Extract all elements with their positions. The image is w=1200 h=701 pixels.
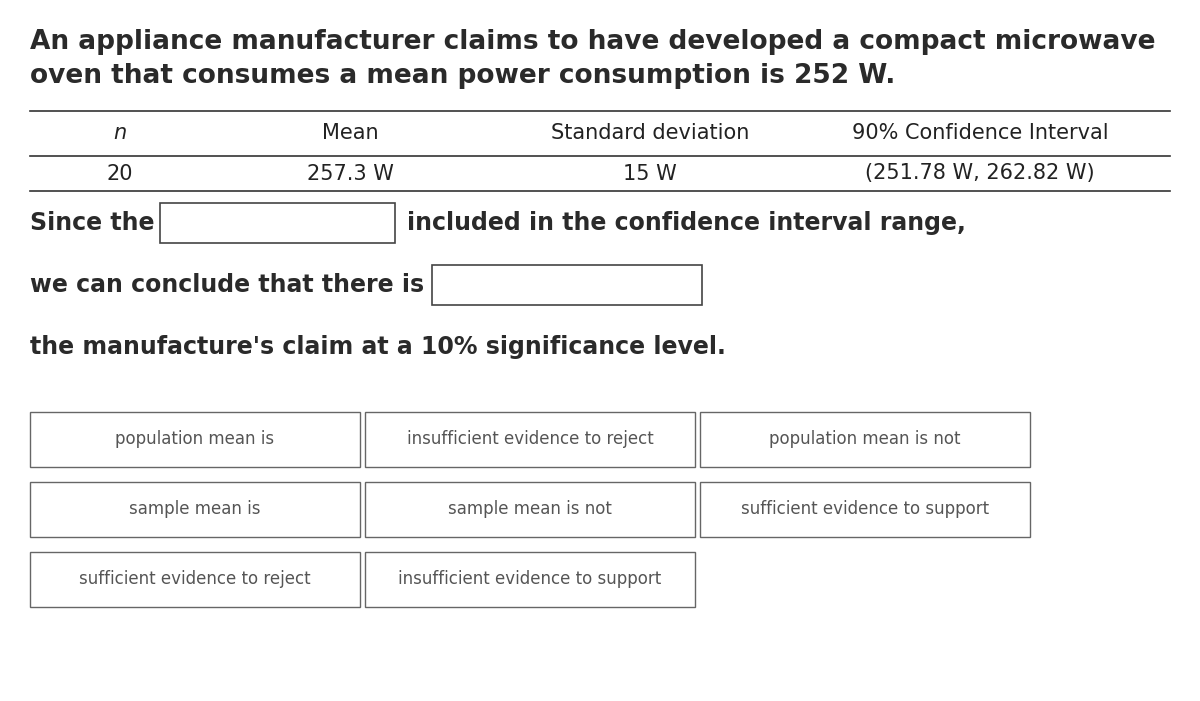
Text: 90% Confidence Interval: 90% Confidence Interval	[852, 123, 1109, 143]
Text: we can conclude that there is: we can conclude that there is	[30, 273, 424, 297]
Text: sufficient evidence to support: sufficient evidence to support	[740, 501, 989, 519]
Text: insufficient evidence to support: insufficient evidence to support	[398, 571, 661, 589]
Text: An appliance manufacturer claims to have developed a compact microwave: An appliance manufacturer claims to have…	[30, 29, 1156, 55]
FancyBboxPatch shape	[30, 552, 360, 607]
Text: population mean is not: population mean is not	[769, 430, 961, 449]
Text: sample mean is not: sample mean is not	[448, 501, 612, 519]
FancyBboxPatch shape	[365, 552, 695, 607]
FancyBboxPatch shape	[160, 203, 395, 243]
Text: (251.78 W, 262.82 W): (251.78 W, 262.82 W)	[865, 163, 1094, 184]
Text: oven that consumes a mean power consumption is 252 W.: oven that consumes a mean power consumpt…	[30, 63, 895, 89]
Text: included in the confidence interval range,: included in the confidence interval rang…	[407, 211, 966, 235]
Text: sample mean is: sample mean is	[130, 501, 260, 519]
FancyBboxPatch shape	[432, 265, 702, 305]
FancyBboxPatch shape	[365, 412, 695, 467]
FancyBboxPatch shape	[365, 482, 695, 537]
FancyBboxPatch shape	[700, 412, 1030, 467]
Text: insufficient evidence to reject: insufficient evidence to reject	[407, 430, 653, 449]
Text: Mean: Mean	[322, 123, 378, 143]
Text: 20: 20	[107, 163, 133, 184]
Text: n: n	[113, 123, 127, 143]
Text: the manufacture's claim at a 10% significance level.: the manufacture's claim at a 10% signifi…	[30, 335, 726, 359]
Text: Standard deviation: Standard deviation	[551, 123, 749, 143]
FancyBboxPatch shape	[30, 412, 360, 467]
Text: 15 W: 15 W	[623, 163, 677, 184]
FancyBboxPatch shape	[30, 482, 360, 537]
FancyBboxPatch shape	[700, 482, 1030, 537]
Text: sufficient evidence to reject: sufficient evidence to reject	[79, 571, 311, 589]
Text: 257.3 W: 257.3 W	[306, 163, 394, 184]
Text: Since the: Since the	[30, 211, 155, 235]
Text: population mean is: population mean is	[115, 430, 275, 449]
